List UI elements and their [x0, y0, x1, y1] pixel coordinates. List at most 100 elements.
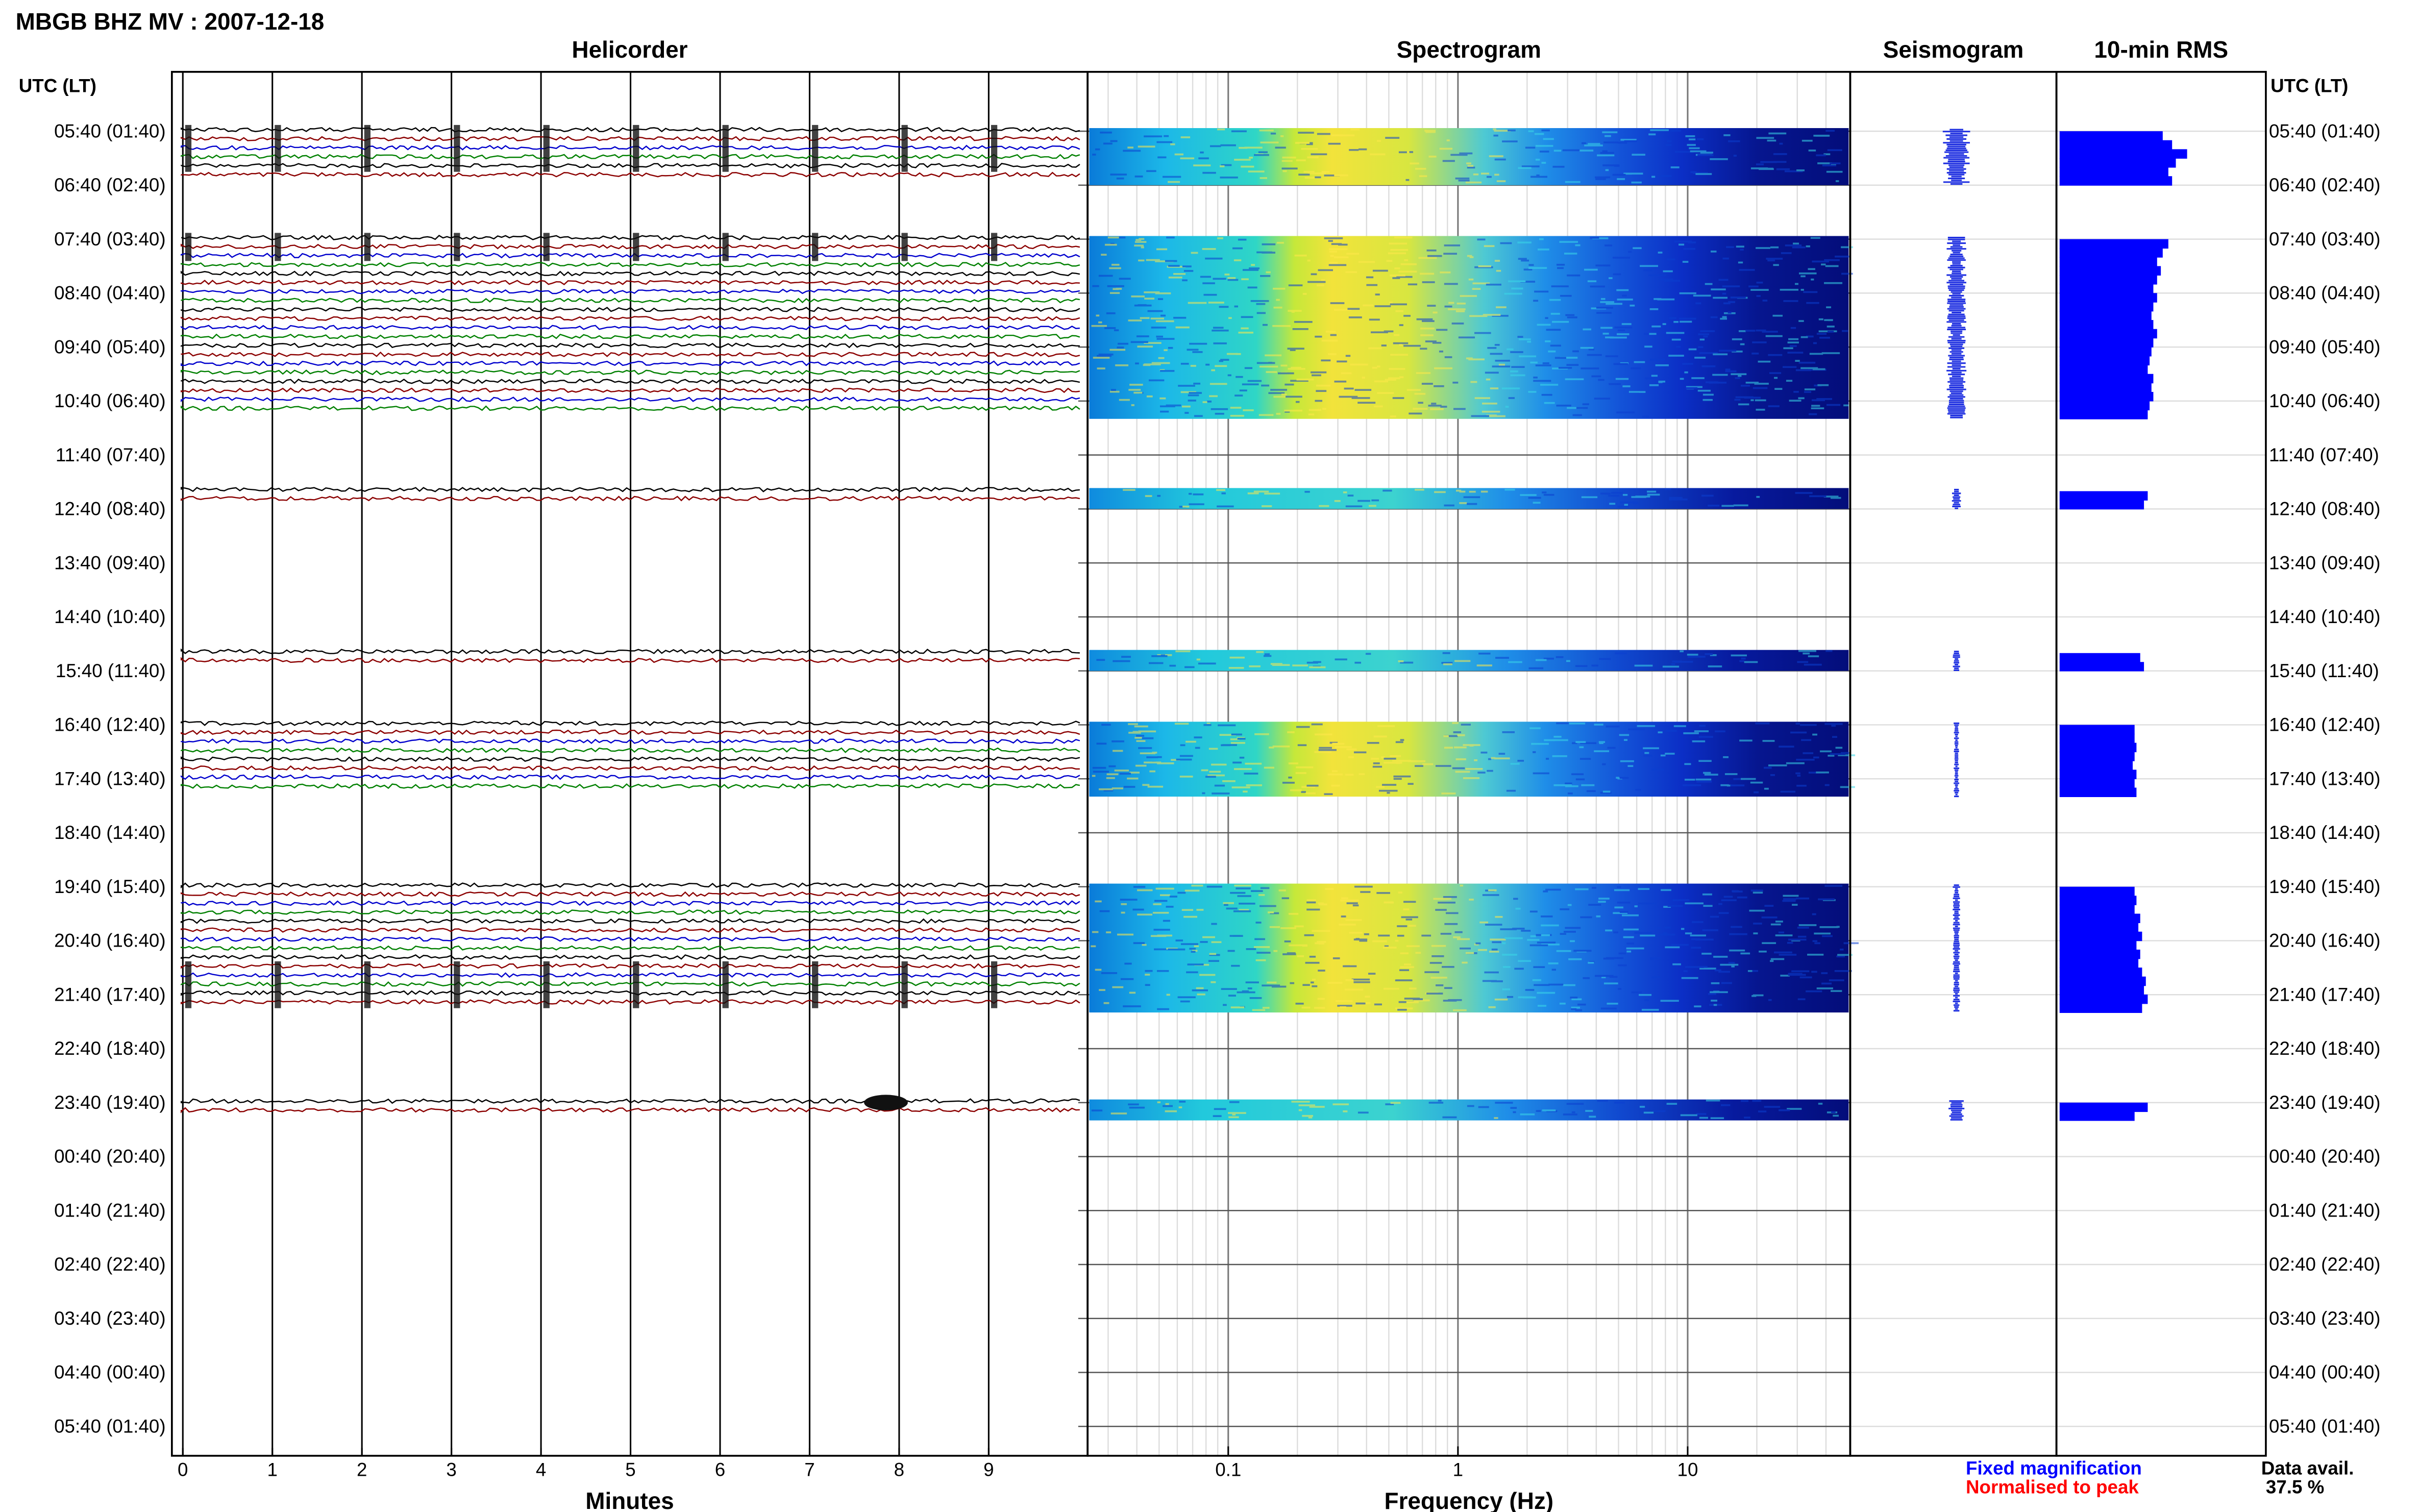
- spectrogram-speckle: [1698, 346, 1704, 349]
- spectrogram-speckle: [1587, 280, 1597, 282]
- spectrogram-speckle: [1533, 300, 1539, 302]
- spectrogram-speckle: [1398, 151, 1407, 154]
- spectrogram-speckle: [1272, 664, 1290, 666]
- spectrogram-speckle: [1665, 927, 1671, 929]
- spectrogram-speckle: [1494, 344, 1500, 346]
- spectrogram-speckle: [1444, 283, 1458, 285]
- spectrogram-speckle: [1556, 722, 1569, 725]
- spectrogram-speckle: [1200, 151, 1204, 154]
- spectrogram-speckle: [1763, 766, 1772, 769]
- spectrogram-speckle: [1827, 149, 1842, 152]
- spectrogram-speckle: [1410, 162, 1419, 165]
- spectrogram-speckle: [1768, 999, 1772, 1001]
- spectrogram-speckle: [1341, 915, 1346, 918]
- spectrogram-speckle: [1141, 246, 1144, 249]
- spectrogram-speckle: [1634, 932, 1653, 934]
- spectrogram-speckle: [1764, 1106, 1781, 1108]
- spectrogram-speckle: [1144, 761, 1162, 764]
- spectrogram-speckle: [1193, 382, 1201, 385]
- spectrogram-block: [1089, 1099, 1849, 1121]
- spectrogram-speckle: [1617, 886, 1621, 888]
- data-block-1: [180, 125, 2187, 186]
- spectrogram-speckle: [1139, 238, 1145, 240]
- spectrogram-speckle: [1238, 331, 1253, 334]
- rms-bars: [2059, 1102, 2148, 1121]
- spectrogram-speckle: [1569, 940, 1575, 943]
- spectrogram-speckle: [1434, 367, 1452, 369]
- spectrogram-speckle: [1580, 346, 1594, 349]
- spectrogram-speckle: [1569, 722, 1586, 725]
- time-label-right: 03:40 (23:40): [2269, 1308, 2380, 1329]
- spectrogram-speckle: [1533, 502, 1541, 504]
- spectrogram-speckle: [1752, 994, 1764, 997]
- axis-header-right: UTC (LT): [2270, 76, 2348, 96]
- spectrogram-speckle: [1315, 942, 1320, 945]
- spectrogram-speckle: [1296, 378, 1314, 381]
- spectrogram-speckle: [1132, 731, 1138, 733]
- spectrogram-speckle: [1528, 264, 1534, 266]
- spectrogram-speckle: [1568, 958, 1582, 960]
- time-label-left: 05:40 (01:40): [54, 120, 165, 141]
- spectrogram-speckle: [1698, 736, 1713, 738]
- helicorder-trace: [180, 783, 1080, 789]
- helicorder-trace: [180, 243, 1080, 250]
- spectrogram-speckle: [1735, 377, 1740, 379]
- spectrogram-speckle: [1600, 492, 1609, 495]
- spectrogram-speckle: [1203, 293, 1217, 296]
- spectrogram-speckle: [1787, 941, 1793, 944]
- spectrogram-speckle: [1264, 492, 1280, 495]
- seismogram-trace: [1954, 722, 1960, 798]
- spectrogram-speckle: [1288, 368, 1305, 370]
- spectrogram-speckle: [1510, 762, 1520, 765]
- rms-title: 10-min RMS: [2094, 36, 2228, 63]
- spectrogram-speckle: [1812, 368, 1825, 370]
- legend-normalised: Normalised to peak: [1966, 1476, 2139, 1497]
- spectrogram-speckle: [1467, 503, 1477, 505]
- spectrogram-speckle: [1237, 737, 1246, 740]
- spectrogram-speckle: [1107, 236, 1119, 239]
- helicorder-tick-label: 4: [536, 1459, 546, 1480]
- spectrogram-speckle: [1528, 667, 1544, 670]
- spectrogram-speckle: [1290, 982, 1295, 984]
- spectrogram-speckle: [1424, 130, 1436, 132]
- spectrogram-speckle: [1494, 260, 1500, 262]
- spectrogram-speckle: [1137, 345, 1153, 348]
- spectrogram-speckle: [1098, 788, 1113, 790]
- spectrogram-speckle: [1096, 742, 1107, 745]
- spectrogram-speckle: [1695, 173, 1712, 175]
- spectrogram-speckle: [1804, 391, 1812, 393]
- rms-bar: [2059, 302, 2154, 312]
- spectrogram-speckle: [1304, 934, 1314, 936]
- helicorder-trace: [180, 774, 1080, 780]
- spectrogram-speckle: [1190, 365, 1196, 367]
- spectrogram-speckle: [1345, 271, 1357, 274]
- spectrogram-speckle: [1535, 145, 1553, 147]
- spectrogram-speckle: [1142, 737, 1154, 739]
- spectrogram-speckle: [1575, 244, 1581, 246]
- spectrogram-speckle: [1297, 744, 1307, 747]
- spectrogram-speckle: [1384, 901, 1393, 904]
- spectrogram-speckle: [1699, 338, 1705, 341]
- spectrogram-speckle: [1357, 1111, 1369, 1114]
- spectrogram-speckle: [1117, 933, 1134, 936]
- spectrogram-speckle: [1752, 341, 1767, 343]
- spectrogram-speckle: [1264, 766, 1274, 769]
- spectrogram-speckle: [1262, 324, 1268, 326]
- helicorder-trace: [180, 954, 1080, 960]
- spectrogram-speckle: [1443, 663, 1452, 665]
- time-label-left: 23:40 (19:40): [54, 1092, 165, 1113]
- spectrogram-speckle: [1302, 293, 1307, 295]
- spectrogram-speckle: [1565, 927, 1581, 929]
- spectrogram-speckle: [1099, 910, 1110, 912]
- spectrogram-speckle: [1191, 252, 1198, 254]
- spectrogram-speckle: [1685, 932, 1692, 934]
- spectrogram-speckle: [1517, 241, 1532, 244]
- spectrogram-speckle: [1710, 316, 1718, 318]
- spectrogram-speckle: [1571, 1008, 1577, 1010]
- spectrogram-speckle: [1819, 336, 1830, 339]
- spectrogram-speckle: [1307, 142, 1313, 144]
- spectrogram-speckle: [1797, 998, 1806, 1001]
- helicorder-trace: [180, 342, 1080, 349]
- spectrogram-speckle: [1824, 282, 1843, 284]
- spectrogram-texture: [1091, 884, 1859, 1011]
